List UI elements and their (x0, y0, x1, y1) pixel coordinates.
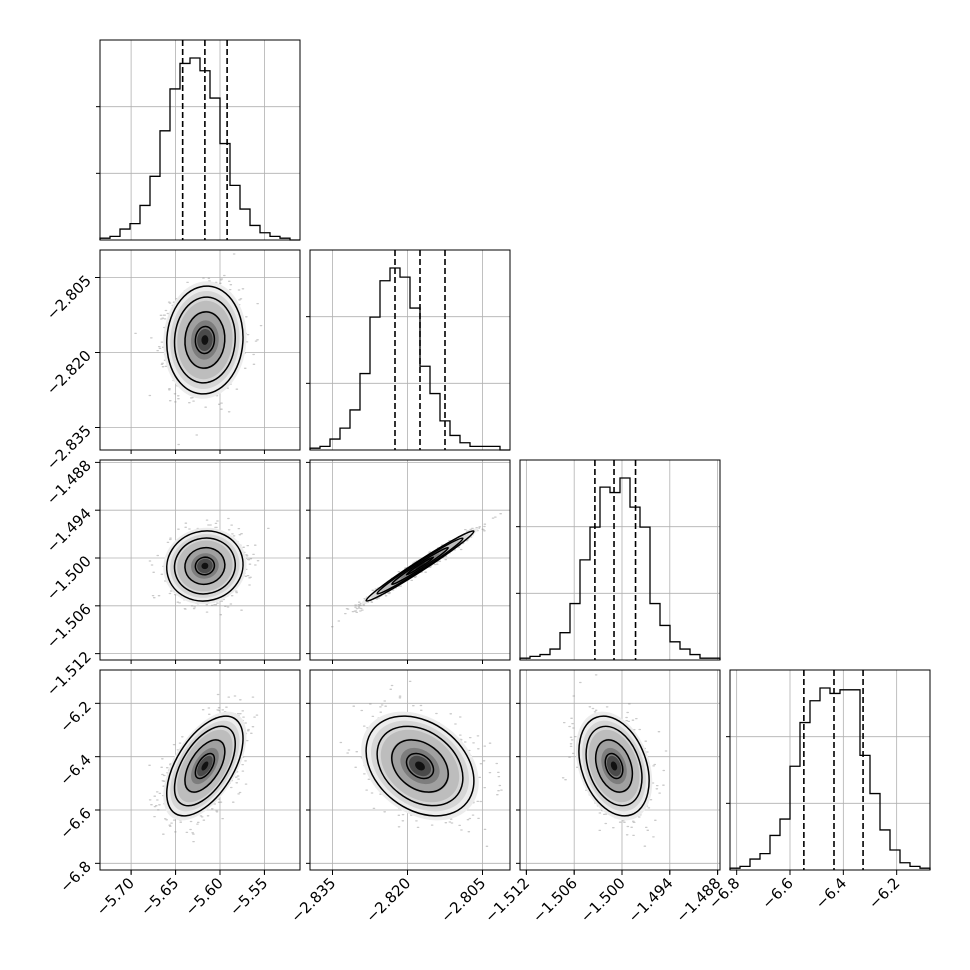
panel-content (100, 250, 300, 450)
contour-line-0 (166, 715, 244, 817)
contour-line-0 (578, 715, 650, 817)
contour-line-1 (173, 725, 236, 807)
scatter-panel-1-0 (99, 249, 301, 451)
contour-line-2 (184, 311, 226, 369)
contour-line-2 (391, 546, 449, 586)
scatter-panel-3-1 (309, 669, 511, 871)
density-shade (415, 761, 425, 771)
contour-line-3 (194, 556, 216, 576)
panel-frame (309, 459, 511, 661)
panel-frame (729, 669, 931, 871)
panel-content (100, 460, 300, 660)
panel-content (310, 670, 510, 870)
scatter-panel-3-2 (519, 669, 721, 871)
contour-line-3 (405, 752, 435, 780)
contour-line-2 (391, 739, 449, 793)
histogram-steps-0 (99, 57, 300, 241)
density-shade (610, 761, 618, 771)
panel-content (520, 670, 720, 870)
panel-frame (99, 669, 301, 871)
panel-frame (309, 669, 511, 871)
contour-line-1 (173, 296, 236, 384)
panel-frame (519, 669, 721, 871)
contour-line-0 (166, 530, 244, 602)
contour-line-1 (585, 725, 643, 807)
scatter-panel-2-0 (99, 459, 301, 661)
histogram-steps-1 (309, 267, 510, 451)
panel-content (310, 460, 510, 660)
histogram-panel-3 (726, 669, 931, 871)
contour-line-0 (166, 285, 244, 395)
panels-layer (96, 39, 931, 871)
panel-frame (99, 249, 301, 451)
histogram-panel-0 (96, 39, 301, 241)
contour-line-1 (376, 537, 464, 595)
contour-line-0 (365, 530, 475, 602)
histogram-panel-2 (516, 459, 721, 661)
histogram-steps-3 (729, 687, 931, 870)
contour-line-1 (173, 537, 236, 595)
contour-line-3 (604, 752, 624, 780)
panel-frame (519, 459, 721, 661)
contour-line-0 (365, 715, 475, 817)
density-shade (415, 562, 425, 570)
panel-frame (309, 249, 511, 451)
panel-frame (99, 39, 301, 241)
panel-frame (99, 459, 301, 661)
scatter-panel-3-0 (99, 669, 301, 871)
contour-line-2 (184, 546, 226, 586)
contour-line-2 (184, 739, 226, 793)
contour-line-3 (194, 325, 216, 355)
density-shade (201, 761, 209, 771)
contour-line-3 (194, 752, 216, 780)
contour-line-2 (594, 739, 634, 793)
density-shade (201, 562, 209, 570)
density-shade (201, 335, 209, 345)
histogram-steps-2 (519, 477, 721, 660)
histogram-panel-1 (306, 249, 511, 451)
scatter-panel-2-1 (309, 459, 511, 661)
panel-content (100, 670, 300, 870)
contour-line-3 (405, 556, 435, 576)
contour-line-1 (376, 725, 464, 807)
